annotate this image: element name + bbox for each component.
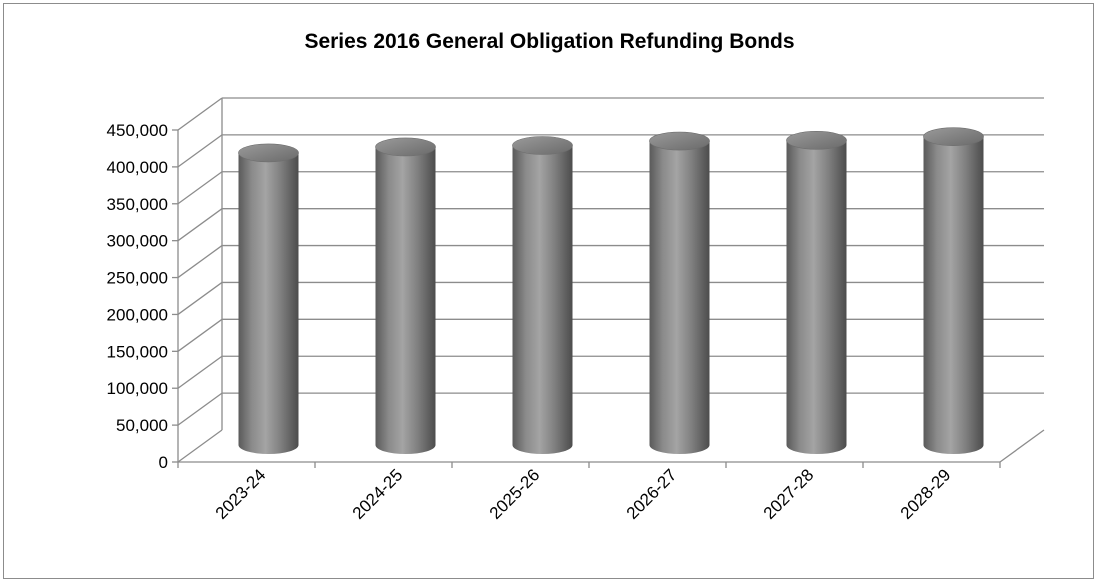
gridline-side (177, 392, 223, 426)
bar-body (923, 136, 984, 455)
gridline-side (177, 208, 223, 242)
gridline-side (177, 245, 223, 279)
chart-title: Series 2016 General Obligation Refunding… (304, 30, 795, 53)
gridline-side (177, 318, 223, 352)
gridline-side (177, 97, 223, 131)
bar (238, 143, 299, 455)
gridline-side (177, 281, 223, 315)
floor-left-edge (177, 429, 223, 463)
bar (786, 131, 847, 455)
bar (512, 136, 573, 455)
y-tick-label: 50,000 (116, 416, 168, 435)
y-tick-label: 150,000 (107, 342, 168, 361)
bar (923, 127, 984, 455)
x-tick-label: 2028-29 (897, 465, 955, 523)
y-tick-label: 100,000 (107, 379, 168, 398)
bar-body (375, 146, 436, 455)
bar-body (649, 141, 710, 455)
bar (649, 131, 710, 455)
y-tick-label: 300,000 (107, 232, 168, 251)
bar-cap (923, 127, 984, 146)
gridline-side (177, 355, 223, 389)
y-tick-label: 350,000 (107, 195, 168, 214)
x-tick-label: 2024-25 (349, 465, 407, 523)
bar (375, 137, 436, 455)
bar-layer (238, 127, 984, 455)
bar-cap (786, 131, 847, 150)
y-tick-label: 400,000 (107, 158, 168, 177)
floor-right-edge (999, 429, 1045, 463)
bar-body (512, 145, 573, 455)
bar-cap (238, 143, 299, 163)
y-tick-label: 0 (159, 453, 168, 472)
bar-cap (649, 131, 710, 151)
gridline-side (177, 134, 223, 168)
y-tick-label: 250,000 (107, 269, 168, 288)
x-tick-label: 2025-26 (486, 465, 544, 523)
axis-layer (172, 98, 1045, 468)
grid-layer (177, 97, 1044, 426)
y-tick-label: 450,000 (107, 121, 168, 140)
x-tick-label: 2026-27 (623, 465, 681, 523)
bar-body (238, 152, 299, 455)
bar-body (786, 140, 847, 455)
bar-cap (512, 136, 573, 155)
y-tick-label: 200,000 (107, 305, 168, 324)
bar-cap (375, 137, 436, 157)
x-tick-label: 2023-24 (212, 465, 270, 523)
x-tick-label: 2027-28 (760, 465, 818, 523)
gridline-side (177, 171, 223, 205)
